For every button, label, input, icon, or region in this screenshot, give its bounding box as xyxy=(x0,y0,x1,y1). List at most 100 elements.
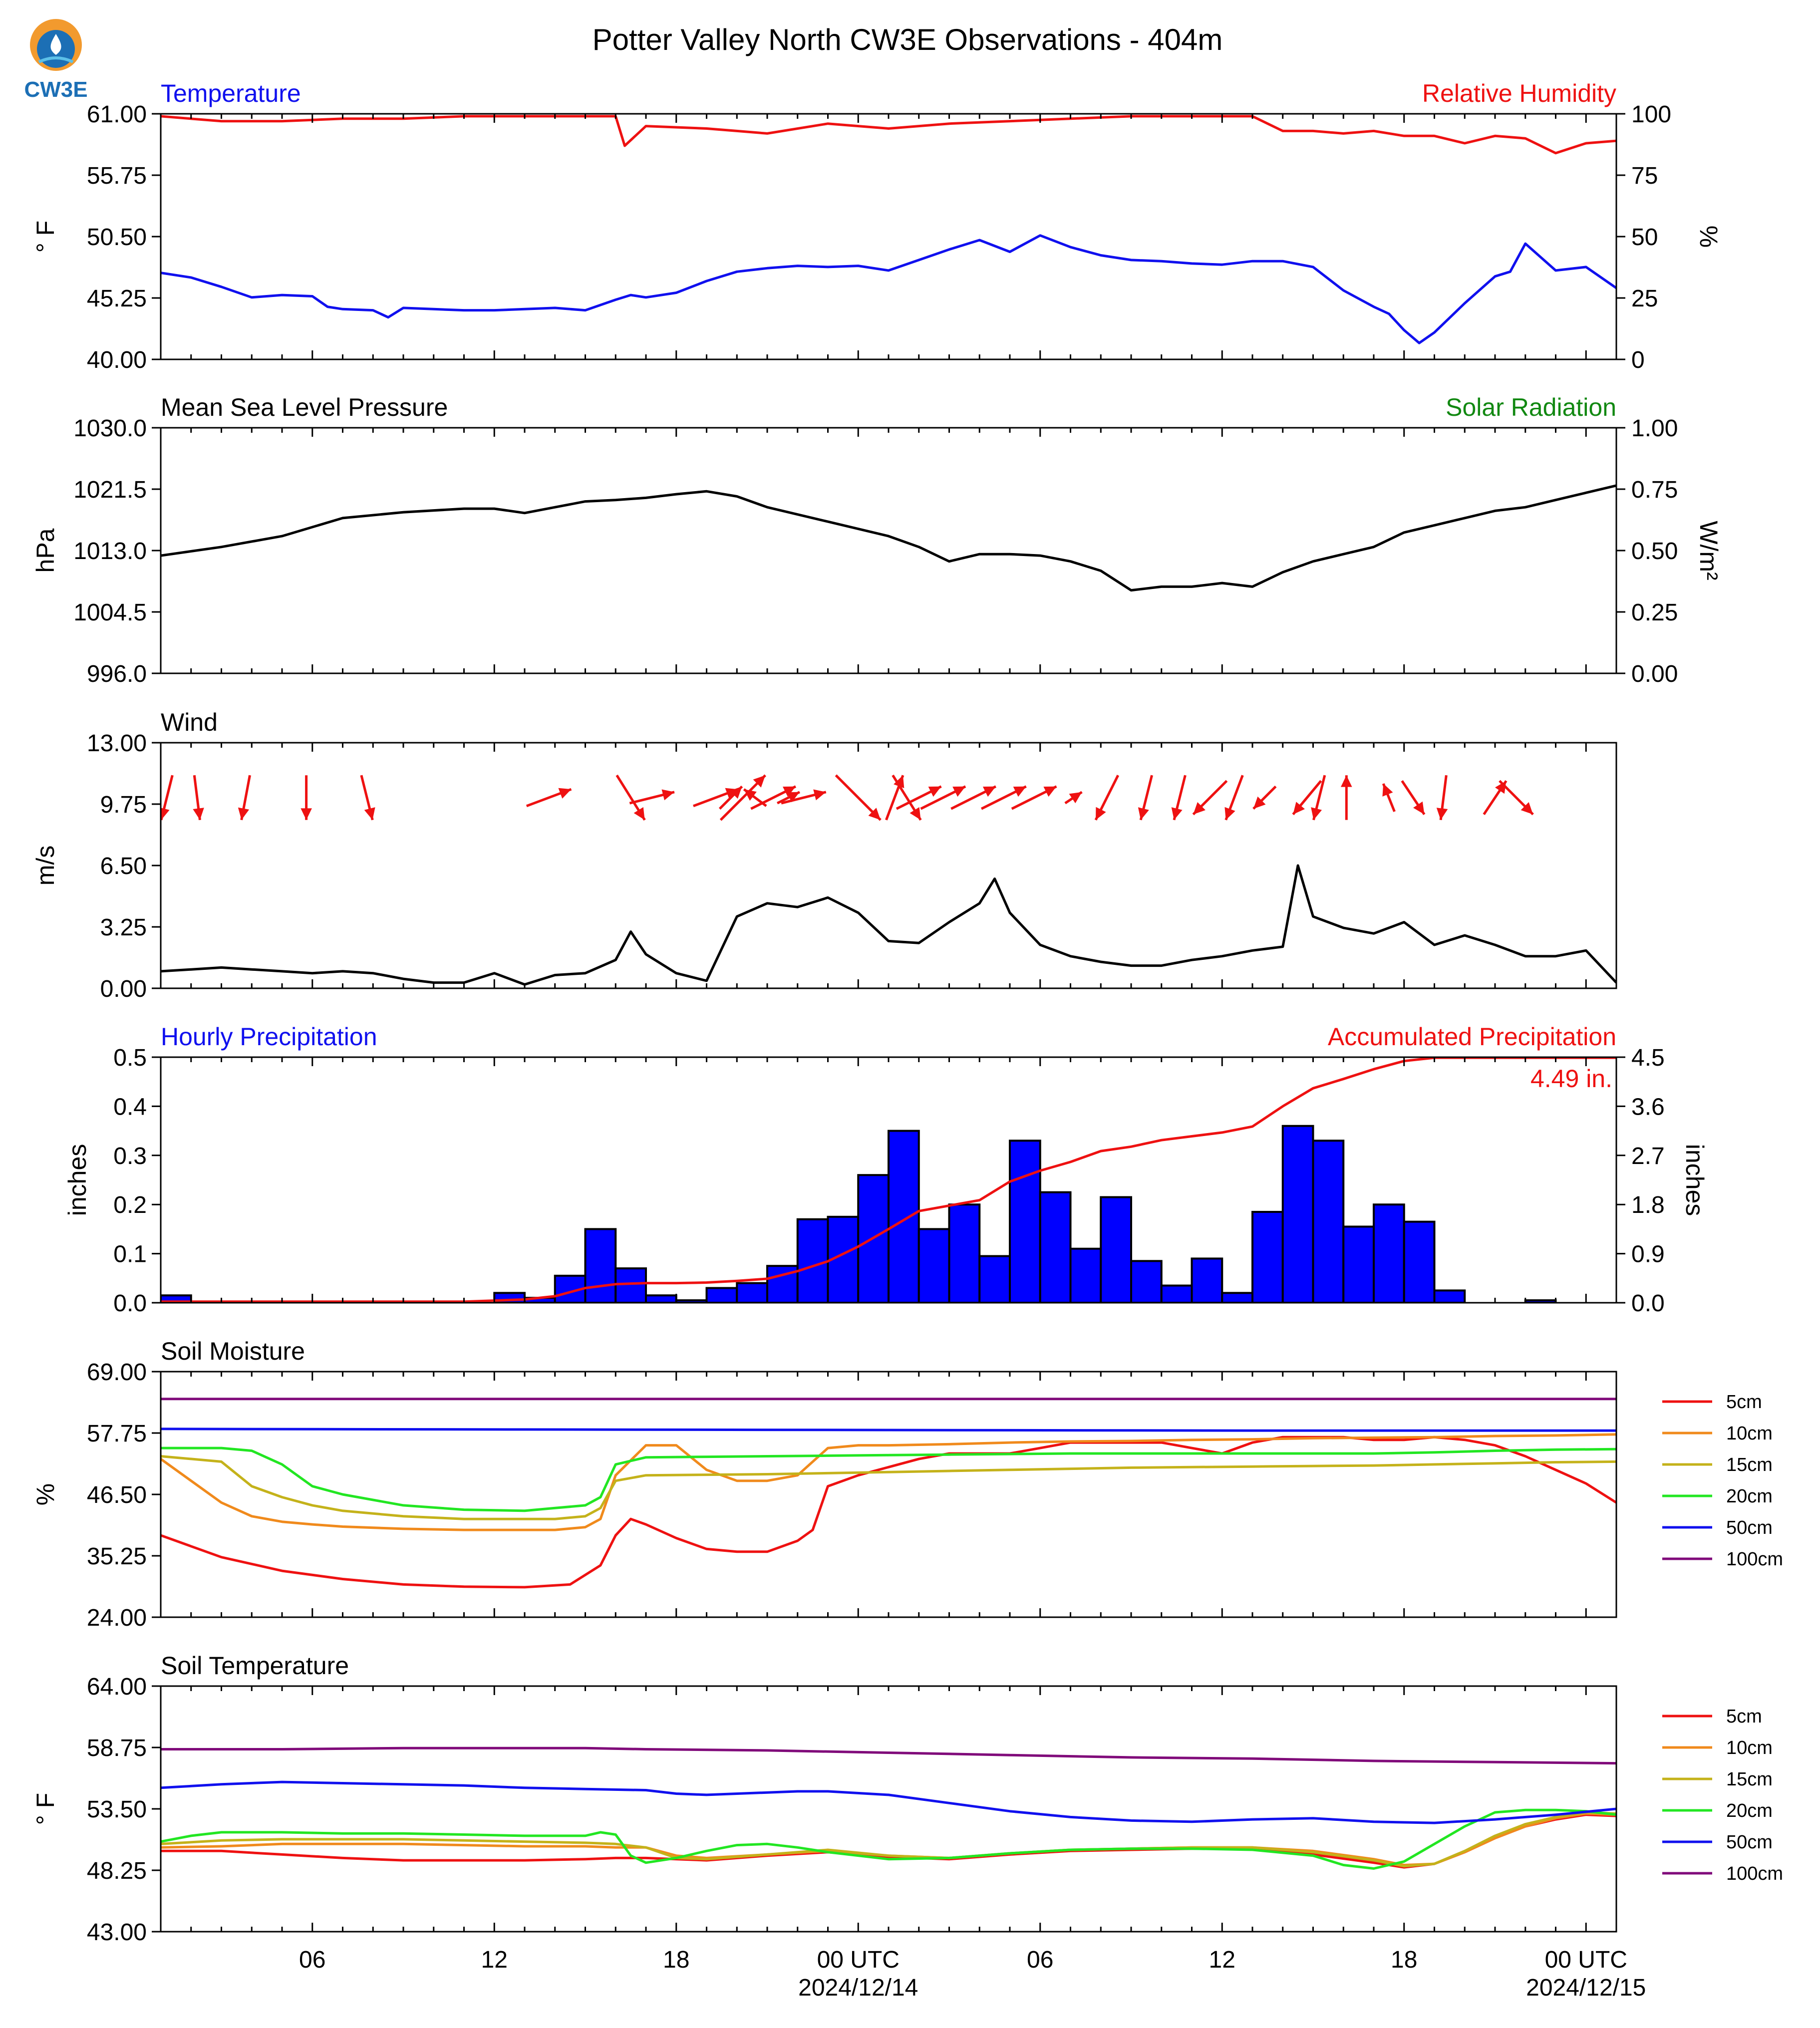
wind-arrow xyxy=(1311,775,1326,821)
wind-arrow-head xyxy=(364,807,375,820)
wind-arrow xyxy=(1224,775,1244,821)
wind-arrow xyxy=(1138,775,1154,821)
wind-arrow-head xyxy=(1013,786,1026,797)
legend-label: 100cm xyxy=(1726,1863,1783,1884)
y-axis-label-left: % xyxy=(31,1483,59,1505)
legend-label: 50cm xyxy=(1726,1832,1773,1853)
y-tick-label-right: 0 xyxy=(1631,347,1645,373)
y-tick-label-left: 69.00 xyxy=(87,1359,147,1386)
x-tick-label: 18 xyxy=(1391,1947,1417,1973)
y-tick-label-left: 6.50 xyxy=(100,853,147,879)
legend-label: 15cm xyxy=(1726,1769,1773,1790)
precip-bar xyxy=(796,1218,829,1303)
wind-arrow-head xyxy=(633,807,645,820)
panel-title-right: Solar Radiation xyxy=(1446,393,1616,421)
wind-arrow xyxy=(1011,785,1057,810)
y-tick-label-right: 2.7 xyxy=(1631,1143,1665,1169)
precip-bar xyxy=(1160,1284,1193,1303)
series-line-left xyxy=(161,484,1616,592)
panel-frame xyxy=(160,1056,1617,1304)
legend-label: 50cm xyxy=(1726,1517,1773,1538)
wind-arrow xyxy=(1382,783,1396,812)
wind-arrow xyxy=(526,788,572,808)
panel-title-left: Hourly Precipitation xyxy=(161,1023,377,1051)
wind-arrow xyxy=(896,785,942,810)
wind-arrow-head xyxy=(238,807,250,820)
wind-arrow-head xyxy=(783,786,796,797)
wind-arrow-head xyxy=(1293,802,1305,815)
logo-wave-icon xyxy=(38,56,74,63)
y-tick-label-left: 43.00 xyxy=(87,1919,147,1946)
precip-bar xyxy=(1130,1260,1163,1303)
precip-bar xyxy=(1312,1140,1345,1303)
wind-arrow xyxy=(1252,785,1277,810)
y-tick-label-left: 0.1 xyxy=(113,1241,147,1268)
y-tick-label-left: 35.25 xyxy=(87,1543,147,1570)
y-tick-label-left: 0.00 xyxy=(100,976,147,1002)
panel-title-left: Wind xyxy=(161,708,218,736)
wind-arrow-head xyxy=(729,786,742,799)
y-axis-label-left: m/s xyxy=(31,846,59,886)
plot-area xyxy=(161,1398,1616,1589)
precip-bar xyxy=(1433,1289,1466,1303)
y-tick-label-left: 0.2 xyxy=(113,1192,147,1218)
panel-pressure: Mean Sea Level Pressure Solar Radiation 99… xyxy=(31,393,1723,687)
panel-soil_moisture: Soil Moisture 24.00 35.25 46.50 57.75 69.00% 5… xyxy=(31,1337,1783,1631)
wind-arrow-head xyxy=(982,786,996,797)
wind-arrow-head xyxy=(894,775,905,789)
wind-arrow xyxy=(301,775,312,820)
y-tick-label-right: 1.00 xyxy=(1631,415,1678,442)
precip-bar xyxy=(1069,1247,1102,1303)
precip-bar xyxy=(1251,1210,1284,1303)
x-tick-label: 12 xyxy=(481,1947,508,1973)
panel-title-left: Temperature xyxy=(161,79,301,107)
x-tick-sublabel: 2024/12/15 xyxy=(1526,1975,1646,2001)
legend-label: 100cm xyxy=(1726,1549,1783,1570)
y-tick-label-right: 0.9 xyxy=(1631,1241,1665,1268)
y-tick-label-right: 0.00 xyxy=(1631,661,1678,687)
series-line-100cm xyxy=(161,1746,1616,1765)
panel-title-right: Relative Humidity xyxy=(1422,79,1616,107)
series-line-20cm xyxy=(161,1808,1616,1870)
y-tick-label-left: 9.75 xyxy=(100,792,147,818)
y-tick-label-left: 24.00 xyxy=(87,1605,147,1631)
x-tick-label: 00 UTC xyxy=(1545,1947,1627,1973)
cw3e-logo: CW3E xyxy=(24,19,88,102)
y-tick-label-left: 0.3 xyxy=(113,1143,147,1169)
wind-arrow xyxy=(718,785,743,810)
wind-arrow xyxy=(629,789,675,805)
y-tick-label-left: 0.5 xyxy=(113,1045,147,1071)
precip-bar xyxy=(1373,1203,1405,1303)
panel-title-left: Soil Temperature xyxy=(161,1652,349,1680)
wind-arrow xyxy=(1094,775,1120,821)
wind-arrow xyxy=(777,791,801,805)
y-tick-label-left: 50.50 xyxy=(87,224,147,251)
wind-arrow-head xyxy=(161,808,170,820)
wind-arrow-head xyxy=(744,789,757,801)
series-line-10cm xyxy=(161,1433,1616,1531)
y-tick-label-left: 53.50 xyxy=(87,1796,147,1823)
page-title: Potter Valley North CW3E Observations - … xyxy=(593,23,1223,56)
wind-arrow xyxy=(1341,775,1352,820)
wind-arrow xyxy=(781,789,827,805)
legend-label: 20cm xyxy=(1726,1486,1773,1507)
y-tick-label-left: 996.0 xyxy=(87,661,147,687)
y-tick-label-right: 0.50 xyxy=(1631,538,1678,565)
precip-bar xyxy=(614,1267,647,1303)
y-tick-label-left: 13.00 xyxy=(87,730,147,757)
panel-frame xyxy=(160,427,1617,674)
precip-bar xyxy=(917,1228,950,1303)
y-tick-label-left: 45.25 xyxy=(87,286,147,312)
precip-bar xyxy=(948,1203,981,1303)
wind-arrow xyxy=(1292,780,1322,816)
precip-bar xyxy=(1403,1220,1436,1303)
wind-arrow-head xyxy=(1520,802,1533,815)
panel-wind: Wind 0.00 3.25 6.50 9.75 13.00 m/s xyxy=(31,708,1617,1002)
y-tick-label-left: 64.00 xyxy=(87,1674,147,1700)
logo-text: CW3E xyxy=(24,77,87,102)
plot-area xyxy=(161,484,1616,592)
precip-bar xyxy=(1191,1257,1223,1303)
wind-arrow xyxy=(193,775,204,821)
wind-arrow xyxy=(1171,775,1187,821)
